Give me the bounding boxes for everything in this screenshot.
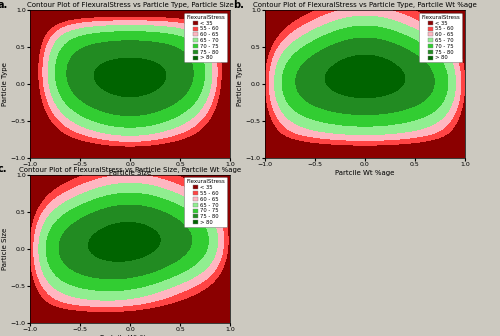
Legend: < 35, 55 - 60, 60 - 65, 65 - 70, 70 - 75, 75 - 80, > 80: < 35, 55 - 60, 60 - 65, 65 - 70, 70 - 75…: [420, 13, 463, 62]
Y-axis label: Particle Size: Particle Size: [2, 227, 8, 270]
X-axis label: Partcile Wt %age: Partcile Wt %age: [100, 335, 160, 336]
Y-axis label: Particle Type: Particle Type: [237, 62, 243, 106]
Title: Contour Plot of FlexuralStress vs Particle Type, Particle Size: Contour Plot of FlexuralStress vs Partic…: [26, 2, 234, 8]
Y-axis label: Particle Type: Particle Type: [2, 62, 8, 106]
Title: Contour Plot of FlexuralStress vs Particle Size, Partcile Wt %age: Contour Plot of FlexuralStress vs Partic…: [19, 167, 241, 173]
Text: b.: b.: [233, 0, 244, 10]
Text: c.: c.: [0, 164, 8, 174]
Legend: < 35, 55 - 60, 60 - 65, 65 - 70, 70 - 75, 75 - 80, > 80: < 35, 55 - 60, 60 - 65, 65 - 70, 70 - 75…: [184, 13, 228, 62]
X-axis label: Particle Size: Particle Size: [109, 170, 151, 176]
Title: Contour Plot of FlexuralStress vs Particle Type, Partcile Wt %age: Contour Plot of FlexuralStress vs Partic…: [253, 2, 477, 8]
Text: a.: a.: [0, 0, 8, 10]
X-axis label: Partcile Wt %age: Partcile Wt %age: [336, 170, 394, 176]
Legend: < 35, 55 - 60, 60 - 65, 65 - 70, 70 - 75, 75 - 80, > 80: < 35, 55 - 60, 60 - 65, 65 - 70, 70 - 75…: [184, 177, 228, 227]
